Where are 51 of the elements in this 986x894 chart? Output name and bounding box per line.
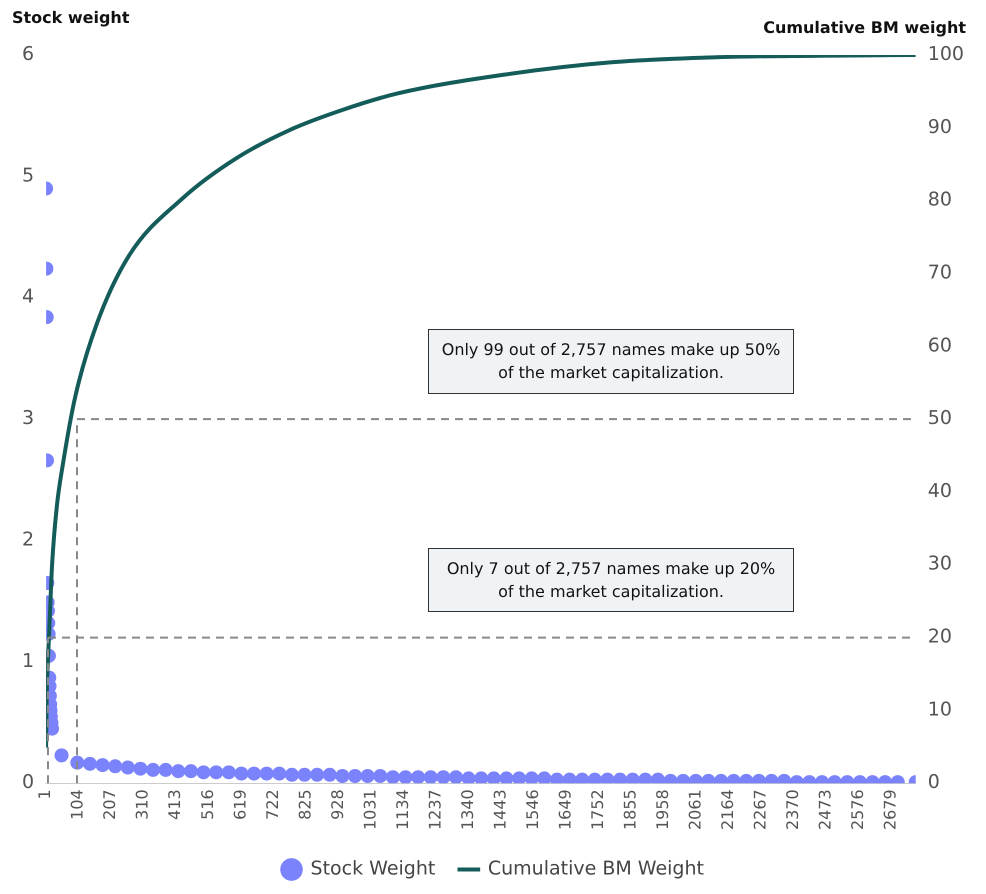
x-tick-label: 2267	[750, 789, 770, 830]
y2-tick-label: 40	[928, 480, 952, 502]
x-tick-label: 2473	[815, 789, 834, 830]
x-tick-label: 2576	[848, 789, 867, 830]
x-tick-label: 1340	[458, 789, 477, 830]
x-tick-label: 516	[198, 789, 217, 820]
y2-axis-title: Cumulative BM weight	[763, 18, 966, 37]
x-tick-label: 722	[262, 789, 282, 820]
x-tick-label: 928	[328, 789, 347, 820]
y2-tick-label: 90	[928, 116, 952, 138]
y2-tick-label: 30	[928, 552, 952, 575]
y-tick-label: 6	[22, 42, 34, 65]
x-tick-label: 1443	[490, 789, 510, 830]
y2-tick-label: 100	[928, 42, 964, 65]
x-tick-label: 2061	[685, 789, 704, 830]
x-tick-label: 1752	[588, 789, 607, 830]
annotation: Only 7 out of 2,757 names make up 20% of the market capitalization.	[428, 548, 794, 612]
x-tick-label: 2679	[880, 789, 900, 830]
x-tick-label: 1855	[620, 789, 640, 830]
y-tick-label: 0	[22, 771, 34, 794]
y-tick-label: 4	[22, 286, 34, 308]
x-tick-label: 1134	[392, 789, 412, 830]
x-tick-label: 310	[132, 789, 152, 820]
x-tick-label: 825	[295, 789, 314, 820]
y-tick-label: 1	[22, 650, 34, 672]
legend-label: Stock Weight	[310, 857, 436, 880]
legend-label: Cumulative BM Weight	[488, 857, 704, 880]
x-tick-label: 207	[100, 789, 120, 820]
x-tick-label: 1237	[425, 789, 444, 830]
y2-tick-label: 50	[928, 407, 952, 430]
y2-tick-label: 20	[928, 626, 952, 648]
x-tick-label: 104	[68, 789, 87, 820]
x-tick-label: 2164	[718, 789, 737, 830]
y-tick-label: 5	[22, 164, 34, 186]
x-tick-label: 1	[35, 789, 54, 800]
y2-tick-label: 80	[928, 188, 952, 211]
x-tick-label: 619	[230, 789, 250, 820]
y2-tick-label: 0	[928, 771, 940, 794]
x-tick-label: 1031	[360, 789, 380, 830]
y-tick-label: 2	[22, 528, 34, 550]
y2-tick-label: 70	[928, 261, 952, 284]
y2-tick-label: 60	[928, 334, 952, 356]
x-tick-label: 1649	[555, 789, 574, 830]
annotation: Only 99 out of 2,757 names make up 50% of the market capitalization.	[428, 329, 794, 394]
x-tick-label: 2370	[782, 789, 802, 830]
y-axis-title: Stock weight	[12, 8, 130, 27]
x-tick-label: 1546	[522, 789, 542, 830]
y2-tick-label: 10	[928, 698, 952, 720]
x-tick-label: 1958	[652, 789, 672, 830]
x-tick-label: 413	[165, 789, 184, 820]
y-tick-label: 3	[22, 407, 34, 430]
